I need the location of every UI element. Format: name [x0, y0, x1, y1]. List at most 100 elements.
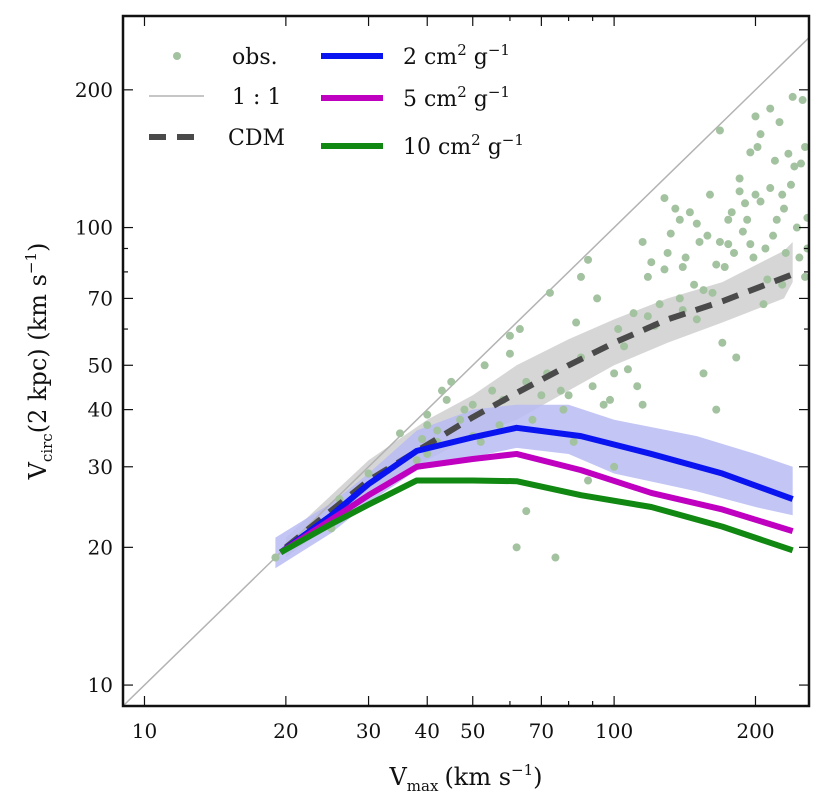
x-tick-label-50: 50: [460, 719, 485, 743]
x-tick-label-40: 40: [415, 719, 440, 743]
obs-point-35: [545, 288, 554, 297]
cdm-band: [285, 241, 793, 558]
obs-point-37: [556, 386, 565, 395]
obs-point-64: [663, 248, 672, 257]
x-tick-label-200: 200: [736, 719, 774, 743]
obs-point-62: [655, 300, 664, 309]
obs-point-111: [784, 149, 793, 158]
x-axis-label: Vmax (km s−1): [388, 761, 542, 795]
obs-point-118: [798, 96, 807, 105]
obs-point-86: [727, 208, 736, 217]
obs-point-30: [522, 507, 531, 516]
y-tick-label-10: 10: [88, 673, 113, 697]
obs-point-19: [468, 400, 477, 409]
obs-point-124: [746, 148, 755, 157]
obs-point-104: [769, 231, 778, 240]
plot-frame: [121, 14, 811, 708]
obs-point-107: [775, 118, 784, 127]
obs-point-117: [797, 159, 806, 168]
y-tick-label-30: 30: [88, 455, 113, 479]
series-sidm10-line: [279, 477, 794, 555]
obs-point-101: [763, 275, 772, 284]
obs-point-83: [718, 338, 727, 347]
obs-point-11: [423, 449, 432, 458]
legend-obs-label: obs.: [232, 45, 278, 70]
obs-point-89: [735, 187, 744, 196]
obs-point-48: [599, 400, 608, 409]
obs-point-125: [712, 260, 721, 269]
obs-point-41: [572, 318, 581, 327]
obs-point-58: [638, 400, 647, 409]
obs-point-18: [460, 405, 469, 414]
legend-one-to-one-label: 1 : 1: [232, 85, 281, 110]
obs-point-63: [660, 194, 669, 203]
obs-point-100: [761, 244, 770, 253]
obs-point-121: [803, 213, 809, 222]
legend-cdm-label: CDM: [228, 126, 285, 151]
obs-point-10: [423, 410, 432, 419]
obs-point-29: [515, 325, 524, 334]
obs-point-74: [695, 237, 704, 246]
x-tick-label-70: 70: [529, 719, 554, 743]
obs-point-28: [512, 543, 521, 552]
obs-point-72: [690, 280, 699, 289]
obs-point-91: [741, 199, 750, 208]
obs-point-93: [746, 240, 755, 249]
obs-point-109: [779, 204, 788, 213]
obs-point-9: [423, 421, 432, 430]
obs-point-66: [671, 204, 680, 213]
obs-point-87: [730, 248, 738, 257]
obs-point-42: [576, 272, 585, 281]
obs-point-21: [476, 437, 485, 446]
series-sidm2-line: [278, 424, 794, 555]
obs-point-99: [759, 300, 768, 309]
obs-point-84: [720, 262, 729, 271]
obs-point-129: [643, 312, 652, 321]
obs-point-112: [786, 180, 795, 189]
obs-point-49: [605, 395, 614, 404]
obs-point-114: [790, 162, 799, 171]
obs-point-105: [770, 156, 779, 165]
obs-point-65: [666, 229, 675, 238]
obs-point-81: [715, 126, 724, 135]
obs-point-53: [620, 342, 629, 351]
legend-sidm2-label: 2 cm2 g−1: [403, 41, 510, 70]
obs-point-115: [792, 223, 801, 232]
obs-point-116: [795, 253, 804, 262]
obs-point-55: [629, 309, 638, 318]
obs-point-108: [778, 280, 787, 289]
legend-obs-marker: [173, 52, 181, 60]
obs-point-47: [593, 294, 602, 303]
obs-point-73: [692, 315, 701, 324]
obs-point-78: [705, 190, 714, 199]
obs-point-52: [614, 325, 623, 334]
obs-point-71: [685, 208, 694, 217]
obs-point-0: [271, 553, 280, 562]
obs-point-36: [551, 553, 560, 562]
obs-point-131: [724, 215, 733, 224]
y-tick-label-200: 200: [75, 78, 113, 102]
legend-sidm10-label: 10 cm2 g−1: [403, 131, 524, 160]
obs-point-46: [588, 382, 597, 391]
obs-point-126: [692, 219, 701, 228]
y-tick-label-40: 40: [88, 398, 113, 422]
obs-point-51: [610, 462, 619, 471]
obs-point-50: [610, 369, 619, 378]
obs-point-15: [442, 395, 451, 404]
y-tick-label-20: 20: [88, 535, 113, 559]
obs-point-113: [788, 92, 797, 101]
obs-point-76: [699, 286, 708, 295]
obs-point-94: [749, 253, 758, 262]
obs-point-8: [418, 435, 427, 444]
obs-point-32: [528, 415, 537, 424]
plot-background: [123, 16, 809, 706]
x-tick-label-20: 20: [273, 719, 298, 743]
x-tick-label-100: 100: [595, 719, 633, 743]
obs-point-97: [753, 142, 762, 151]
obs-point-38: [559, 405, 568, 414]
obs-point-45: [584, 476, 593, 485]
obs-point-119: [801, 142, 809, 151]
obs-point-57: [638, 237, 647, 246]
obs-point-75: [699, 369, 708, 378]
